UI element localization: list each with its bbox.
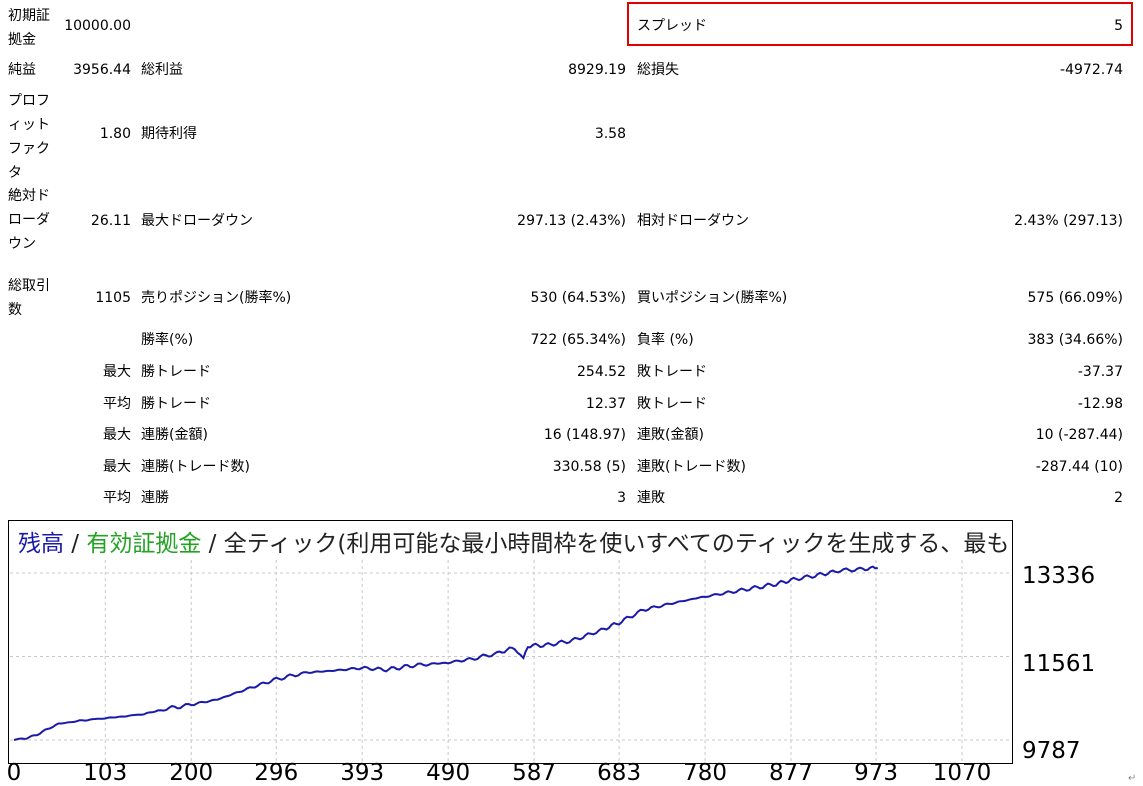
spread-value: 5	[1114, 18, 1123, 34]
expected-payoff-value: 3.58	[594, 126, 626, 142]
max-win-trade-prefix: 最大	[103, 364, 131, 380]
gross-profit-value: 8929.19	[568, 62, 626, 78]
chart-title-sep1: /	[64, 531, 87, 557]
paragraph-mark: ↵	[1128, 773, 1137, 784]
profit-factor-label: プロフィットファクタ	[8, 93, 50, 181]
x-tick-label: 296	[254, 760, 299, 786]
y-tick-label: 9787	[1022, 738, 1081, 764]
avg-loss-trade-label: 敗トレード	[637, 396, 707, 412]
avg-win-trade-value: 12.37	[585, 396, 626, 412]
x-tick-label: 1070	[932, 760, 992, 786]
win-rate-value: 722 (65.34%)	[530, 332, 626, 348]
avg-consec-win-value: 3	[617, 490, 626, 506]
avg-consec-loss-label: 連敗	[637, 490, 665, 506]
rel-drawdown-label: 相対ドローダウン	[637, 213, 749, 229]
win-rate-label: 勝率(%)	[141, 332, 194, 348]
initial-deposit-value: 10000.00	[64, 18, 131, 34]
expected-payoff-label: 期待利得	[141, 126, 197, 142]
y-tick-label: 11561	[1022, 651, 1096, 677]
max-win-trade-label: 勝トレード	[141, 364, 211, 380]
chart-title-equity: 有効証拠金	[86, 531, 202, 557]
x-tick-label: 490	[426, 760, 471, 786]
max-consec-loss-count-value: -287.44 (10)	[1035, 459, 1123, 475]
x-tick-label: 103	[83, 760, 128, 786]
total-trades-label: 総取引数	[8, 278, 50, 318]
x-tick-label: 0	[6, 760, 22, 786]
loss-rate-value: 383 (34.66%)	[1027, 332, 1123, 348]
net-profit-value: 3956.44	[73, 62, 131, 78]
avg-consec-loss-value: 2	[1114, 490, 1123, 506]
x-tick-label: 683	[597, 760, 642, 786]
chart-title-model: 全ティック(利用可能な最小時間枠を使いすべてのティックを生成する、最も	[223, 531, 1010, 557]
gross-profit-label: 総利益	[141, 62, 183, 78]
x-tick-label: 200	[169, 760, 214, 786]
avg-win-trade-prefix: 平均	[103, 396, 131, 412]
x-tick-label: 877	[769, 760, 813, 786]
net-profit-label: 純益	[8, 62, 36, 78]
chart-title-balance: 残高	[18, 531, 64, 557]
chart-title: 残高 / 有効証拠金 / 全ティック(利用可能な最小時間枠を使いすべてのティック…	[18, 528, 1010, 560]
max-loss-trade-value: -37.37	[1077, 364, 1123, 380]
x-tick-label: 393	[340, 760, 385, 786]
max-consec-win-count-label: 連勝(トレード数)	[141, 459, 250, 475]
avg-consec-win-label: 連勝	[141, 490, 169, 506]
x-tick-label: 973	[854, 760, 898, 786]
max-win-trade-value: 254.52	[577, 364, 626, 380]
gross-loss-value: -4972.74	[1060, 62, 1123, 78]
max-consec-loss-count-label: 連敗(トレード数)	[637, 459, 746, 475]
max-consec-loss-amount-value: 10 (-287.44)	[1035, 427, 1123, 443]
x-tick-label: 780	[683, 760, 728, 786]
max-consec-win-count-value: 330.58 (5)	[552, 459, 626, 475]
abs-drawdown-value: 26.11	[90, 213, 131, 229]
max-drawdown-label: 最大ドローダウン	[141, 213, 253, 229]
avg-consec-win-prefix: 平均	[103, 490, 131, 506]
max-consec-win-amount-value: 16 (148.97)	[543, 427, 626, 443]
spread-highlight-box	[627, 2, 1133, 46]
max-loss-trade-label: 敗トレード	[637, 364, 707, 380]
max-consec-win-amount-prefix: 最大	[103, 427, 131, 443]
short-positions-value: 530 (64.53%)	[530, 290, 626, 306]
avg-loss-trade-value: -12.98	[1077, 396, 1123, 412]
max-consec-win-amount-label: 連勝(金額)	[141, 427, 208, 443]
long-positions-label: 買いポジション(勝率%)	[637, 290, 788, 306]
x-tick-label: 587	[512, 760, 557, 786]
total-trades-value: 1105	[95, 290, 131, 306]
spread-label: スプレッド	[637, 18, 707, 34]
y-tick-label: 13336	[1022, 563, 1096, 589]
long-positions-value: 575 (66.09%)	[1027, 290, 1123, 306]
max-drawdown-value: 297.13 (2.43%)	[517, 213, 626, 229]
rel-drawdown-value: 2.43% (297.13)	[1014, 213, 1123, 229]
chart-title-sep2: /	[201, 531, 224, 557]
short-positions-label: 売りポジション(勝率%)	[141, 290, 292, 306]
profit-factor-value: 1.80	[99, 126, 131, 142]
balance-series-line	[13, 565, 878, 741]
max-consec-win-count-prefix: 最大	[103, 459, 131, 475]
initial-deposit-label: 初期証拠金	[8, 8, 50, 48]
loss-rate-label: 負率 (%)	[637, 332, 694, 348]
gross-loss-label: 総損失	[637, 62, 679, 78]
balance-chart	[10, 560, 1011, 762]
balance-chart-frame	[8, 520, 1013, 764]
avg-win-trade-label: 勝トレード	[141, 396, 211, 412]
abs-drawdown-label: 絶対ドローダウン	[8, 188, 50, 252]
max-consec-loss-amount-label: 連敗(金額)	[637, 427, 704, 443]
